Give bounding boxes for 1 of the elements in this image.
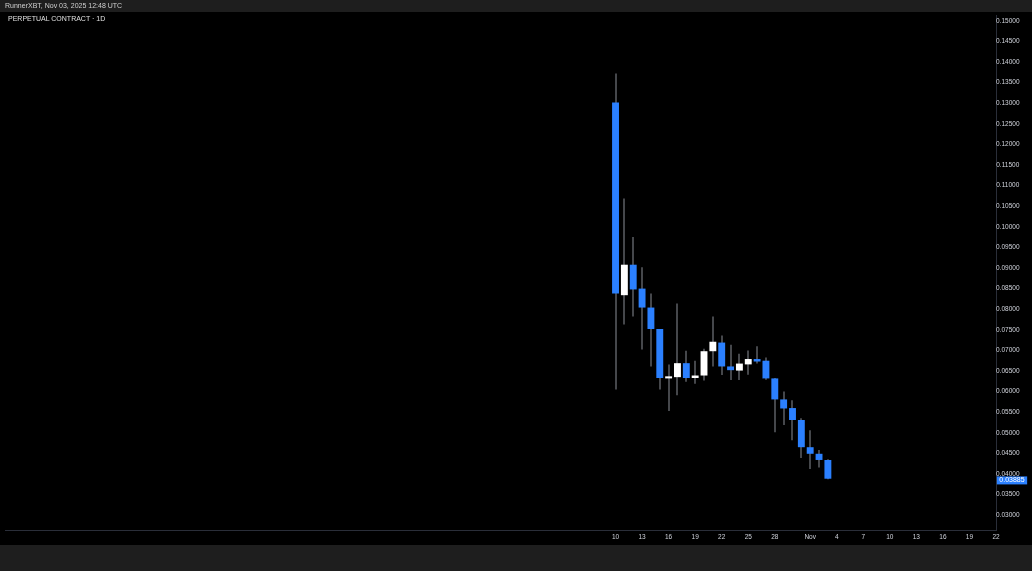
candlestick [665,364,673,411]
